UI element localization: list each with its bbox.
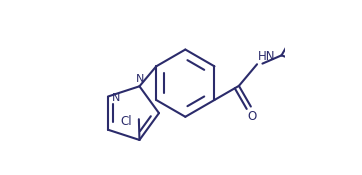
Text: Cl: Cl: [121, 115, 132, 128]
Text: O: O: [247, 110, 257, 123]
Text: HN: HN: [258, 50, 275, 62]
Text: N: N: [112, 93, 120, 103]
Text: N: N: [136, 74, 145, 84]
